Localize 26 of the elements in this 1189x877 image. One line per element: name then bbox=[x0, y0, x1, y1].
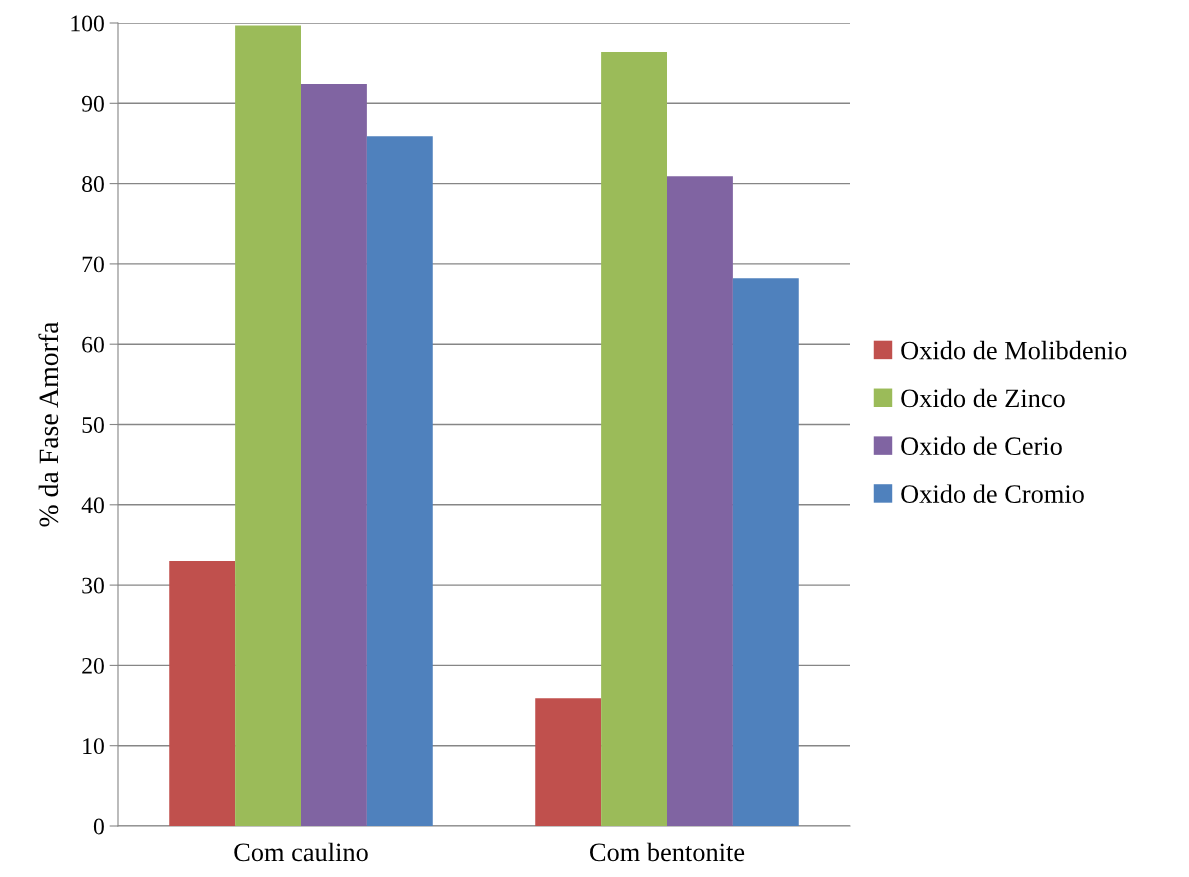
bar bbox=[366, 136, 433, 826]
x-tick-label: Com bentonite bbox=[590, 842, 745, 862]
y-tick-label: 80 bbox=[82, 176, 104, 193]
y-tick-label: 90 bbox=[81, 95, 104, 112]
bar bbox=[169, 561, 236, 826]
y-tick-label: 20 bbox=[82, 657, 104, 674]
y-tick-label: 10 bbox=[83, 738, 104, 755]
y-tick-label: 40 bbox=[81, 497, 104, 514]
y-axis-title: % da Fase Amorfa bbox=[38, 321, 59, 527]
bar bbox=[235, 25, 301, 826]
bar bbox=[732, 278, 799, 826]
y-tick-label: 60 bbox=[82, 336, 104, 353]
y-tick-label: 100 bbox=[71, 15, 104, 32]
legend-label: Oxido de Molibdenio bbox=[901, 340, 1127, 360]
x-tick-label: Com caulino bbox=[234, 842, 368, 862]
legend-label: Oxido de Cromio bbox=[901, 484, 1084, 503]
y-tick-label: 0 bbox=[93, 818, 104, 835]
bar bbox=[535, 698, 602, 826]
legend-label: Oxido de Zinco bbox=[901, 388, 1065, 408]
y-tick-label: 50 bbox=[82, 416, 104, 433]
bar bbox=[667, 176, 733, 826]
y-tick-label: 30 bbox=[82, 577, 104, 594]
y-tick-label: 70 bbox=[82, 256, 104, 273]
legend-label: Oxido de Cerio bbox=[901, 436, 1062, 456]
bar bbox=[301, 84, 367, 826]
bar bbox=[601, 51, 667, 826]
